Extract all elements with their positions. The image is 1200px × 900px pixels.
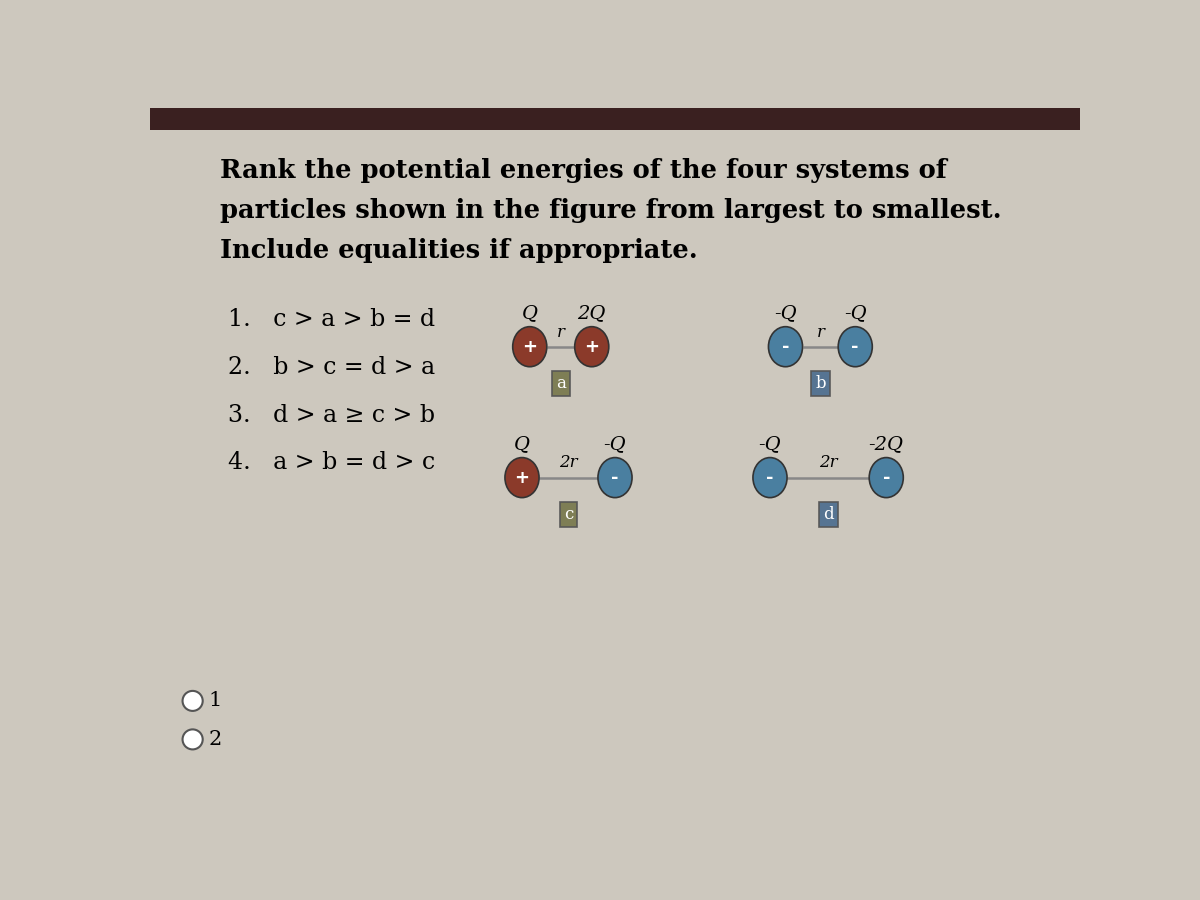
Text: 3.   d > a ≥ c > b: 3. d > a ≥ c > b: [228, 404, 434, 427]
Ellipse shape: [839, 327, 872, 366]
Text: +: +: [515, 469, 529, 487]
Ellipse shape: [575, 327, 608, 366]
Text: +: +: [522, 338, 538, 356]
Text: -: -: [852, 338, 859, 356]
Text: 2.   b > c = d > a: 2. b > c = d > a: [228, 356, 434, 379]
Ellipse shape: [182, 729, 203, 750]
Text: -: -: [882, 469, 890, 487]
Text: 2r: 2r: [559, 454, 578, 472]
Text: -Q: -Q: [604, 435, 626, 453]
Text: a: a: [556, 375, 565, 392]
Text: Q: Q: [522, 304, 538, 322]
Text: Rank the potential energies of the four systems of: Rank the potential energies of the four …: [220, 158, 947, 183]
Text: 2Q: 2Q: [577, 304, 606, 322]
Text: b: b: [815, 375, 826, 392]
Text: 4.   a > b = d > c: 4. a > b = d > c: [228, 452, 434, 474]
Text: particles shown in the figure from largest to smallest.: particles shown in the figure from large…: [220, 198, 1001, 223]
Ellipse shape: [768, 327, 803, 366]
Text: 1.   c > a > b = d: 1. c > a > b = d: [228, 308, 434, 331]
Text: 2: 2: [209, 730, 222, 749]
Text: d: d: [823, 506, 834, 523]
Ellipse shape: [752, 457, 787, 498]
Text: Include equalities if appropriate.: Include equalities if appropriate.: [220, 238, 697, 263]
Ellipse shape: [182, 691, 203, 711]
Text: -: -: [781, 338, 790, 356]
Ellipse shape: [505, 457, 539, 498]
Text: -: -: [611, 469, 619, 487]
Text: -Q: -Q: [774, 304, 797, 322]
Text: Q: Q: [514, 435, 530, 453]
Text: -Q: -Q: [844, 304, 866, 322]
Text: c: c: [564, 506, 574, 523]
Text: -: -: [767, 469, 774, 487]
Text: +: +: [584, 338, 599, 356]
Text: -Q: -Q: [758, 435, 781, 453]
Text: -2Q: -2Q: [869, 435, 904, 453]
Text: r: r: [557, 323, 565, 340]
Ellipse shape: [598, 457, 632, 498]
Text: r: r: [816, 323, 824, 340]
Text: 2r: 2r: [818, 454, 838, 472]
Ellipse shape: [869, 457, 904, 498]
Ellipse shape: [512, 327, 547, 366]
Text: 1: 1: [209, 691, 222, 710]
Bar: [150, 108, 1080, 130]
